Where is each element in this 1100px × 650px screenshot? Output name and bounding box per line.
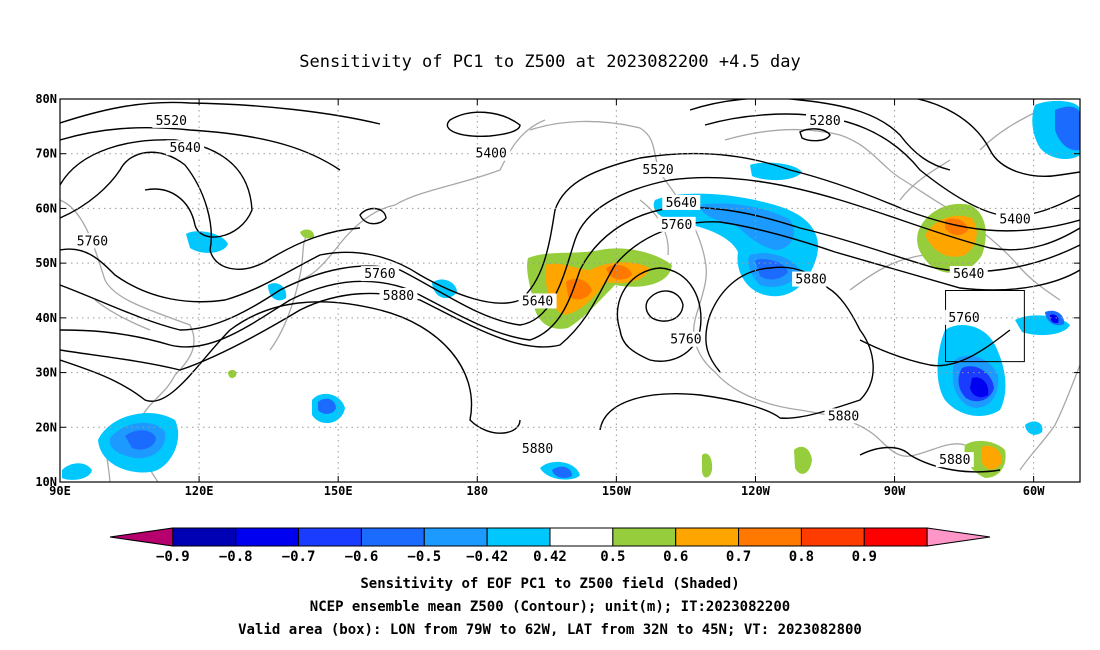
- colorbar-segment: [298, 527, 362, 547]
- contour-label: 5520: [642, 163, 673, 178]
- colorbar-segment: [549, 527, 614, 547]
- axis-ticks: [59, 98, 1080, 483]
- longitude-labels: 90E 120E 150E 180 150W 120W 90W 60W: [49, 484, 1045, 498]
- contour-label: 5640: [170, 141, 201, 156]
- colorbar-segment: [172, 527, 237, 547]
- contour-label-bg: [152, 112, 191, 128]
- valid-area-box: [945, 290, 1025, 363]
- lon-tick-label: 120W: [741, 484, 771, 498]
- colorbar-segment: [738, 527, 802, 547]
- lat-tick-label: 30N: [35, 366, 57, 380]
- contour-label: 5880: [383, 289, 414, 304]
- lon-tick-label: 60W: [1023, 484, 1045, 498]
- contour-label-bg: [935, 452, 974, 468]
- colorbar-segment: [360, 527, 425, 547]
- colorbar-label: 0.8: [789, 549, 814, 565]
- lon-tick-label: 120E: [185, 484, 214, 498]
- contour-label: 5880: [939, 453, 970, 468]
- grid-lines: [60, 99, 1080, 482]
- contour-label: 5760: [670, 333, 701, 348]
- contour-label-bg: [792, 271, 831, 287]
- latitude-labels: 80N 70N 60N 50N 40N 30N 20N 10N: [35, 92, 57, 489]
- caption-shaded: Sensitivity of EOF PC1 to Z500 field (Sh…: [360, 576, 739, 592]
- contour-label-bg: [666, 331, 705, 347]
- contour-label: 5760: [661, 218, 692, 233]
- colorbar-label: 0.42: [533, 549, 567, 565]
- contour-labels: 5520 5640 5400 5280 5520 5640 5760 5760 5760 5880…: [73, 112, 1035, 468]
- lat-tick-label: 60N: [35, 201, 57, 215]
- colorbar-segment: [863, 527, 928, 547]
- contour-label-bg: [360, 266, 399, 282]
- lon-tick-label: 180: [466, 484, 488, 498]
- contour-label-bg: [662, 194, 701, 210]
- contour-label: 5760: [77, 234, 108, 249]
- lon-tick-label: 90E: [49, 484, 71, 498]
- colorbar-segment: [109, 527, 174, 547]
- contour-label-bg: [657, 216, 696, 232]
- lat-tick-label: 70N: [35, 147, 57, 161]
- lat-tick-label: 50N: [35, 256, 57, 270]
- colorbar-segment: [612, 527, 677, 547]
- contour-label: 5640: [522, 294, 553, 309]
- contour-label-bg: [73, 233, 112, 249]
- contour-label-bg: [945, 309, 984, 325]
- colorbar-label: −0.9: [156, 549, 190, 565]
- colorbar-label: 0.7: [726, 549, 751, 565]
- contour-label: 5880: [828, 409, 859, 424]
- contour-label: 5640: [666, 196, 697, 211]
- contour-label-bg: [166, 140, 205, 156]
- lon-tick-label: 90W: [884, 484, 906, 498]
- colorbar-segment: [800, 527, 865, 547]
- colorbar-label: 0.6: [663, 549, 688, 565]
- contour-label-bg: [639, 162, 678, 178]
- contour-label: 5400: [476, 147, 507, 162]
- contour-label-bg: [472, 145, 511, 161]
- contour-label-bg: [379, 287, 418, 303]
- figure-title: Sensitivity of PC1 to Z500 at 2023082200…: [299, 52, 801, 72]
- colorbar: [109, 527, 991, 547]
- lon-tick-label: 150W: [602, 484, 632, 498]
- colorbar-label: 0.9: [852, 549, 877, 565]
- colorbar-segment: [486, 527, 551, 547]
- colorbar-label: −0.7: [282, 549, 316, 565]
- contour-label: 5880: [522, 442, 553, 457]
- colorbar-label: 0.5: [600, 549, 625, 565]
- lat-tick-label: 80N: [35, 92, 57, 106]
- colorbar-segment: [235, 527, 300, 547]
- colorbar-label: −0.6: [345, 549, 379, 565]
- sensitivity-shading: [62, 100, 1080, 480]
- shade-neg-vietnam: [62, 463, 92, 480]
- contour-label-bg: [518, 293, 557, 309]
- contour-label-bg: [824, 408, 863, 424]
- plot-area: 5520 5640 5400 5280 5520 5640 5760 5760 5760 5880…: [60, 99, 1080, 482]
- lat-tick-label: 20N: [35, 420, 57, 434]
- contour-label-bg: [996, 211, 1035, 227]
- contour-label: 5280: [809, 114, 840, 129]
- colorbar-segment: [675, 527, 740, 547]
- contour-label: 5760: [948, 311, 979, 326]
- colorbar-segment: [423, 527, 488, 547]
- lat-tick-label: 40N: [35, 311, 57, 325]
- contour-label: 5760: [364, 267, 395, 282]
- lat-tick-label: 10N: [35, 475, 57, 489]
- contour-label: 5880: [795, 273, 826, 288]
- colorbar-label: −0.5: [407, 549, 441, 565]
- plot-frame: [59, 98, 1081, 483]
- colorbar-segment: [926, 527, 991, 547]
- colorbar-label: −0.42: [466, 549, 508, 565]
- colorbar-labels: −0.9 −0.8 −0.7 −0.6 −0.5 −0.42 0.42 0.5 0.6 0.7 0.…: [156, 549, 877, 565]
- contour-label: 5400: [999, 212, 1030, 227]
- contour-label-bg: [806, 112, 844, 128]
- colorbar-label: −0.8: [219, 549, 253, 565]
- caption-valid-area: Valid area (box): LON from 79W to 62W, L…: [238, 622, 862, 638]
- lon-tick-label: 150E: [324, 484, 353, 498]
- caption-contour: NCEP ensemble mean Z500 (Contour); unit(…: [310, 599, 790, 615]
- contour-label-bg: [949, 266, 988, 282]
- contour-label: 5640: [953, 267, 984, 282]
- contour-label: 5520: [156, 114, 187, 129]
- contour-label-bg: [518, 441, 557, 457]
- z500-contours: [60, 99, 1080, 473]
